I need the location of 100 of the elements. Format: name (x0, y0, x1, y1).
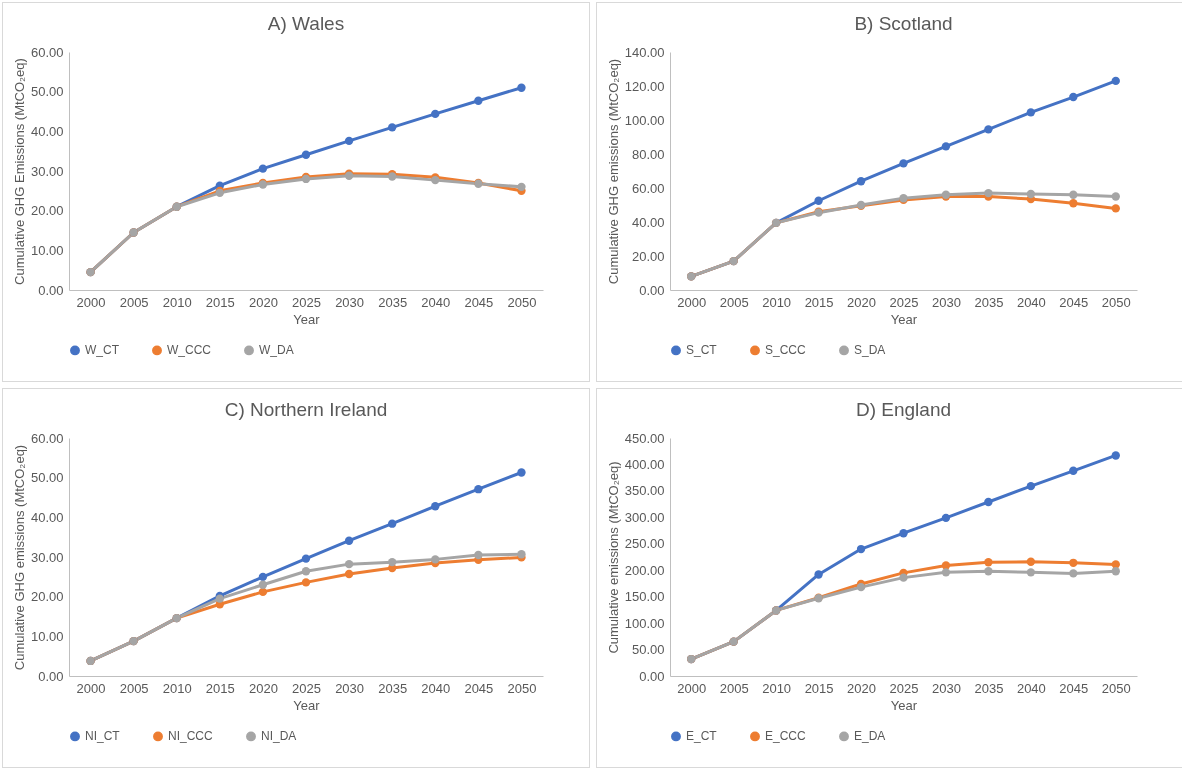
point (1069, 558, 1078, 567)
point (1026, 568, 1036, 577)
x-tick-label: 2015 (205, 294, 235, 310)
x-tick-label: 2020 (847, 294, 877, 310)
x-tick-label: 2030 (931, 680, 961, 696)
point (344, 569, 354, 579)
point (1111, 451, 1120, 460)
point (941, 513, 951, 523)
point (388, 557, 397, 567)
x-tick-label: 2005 (719, 294, 749, 310)
y-tick-label: 20.00 (30, 203, 64, 219)
y-tick-label: 20.00 (30, 589, 64, 605)
point (984, 125, 993, 134)
chart-title: B) Scotland (854, 13, 953, 34)
y-tick-label: 10.00 (30, 242, 64, 258)
point (856, 177, 866, 186)
chart-title: C) Northern Ireland (224, 399, 388, 420)
point (431, 109, 440, 119)
y-tick-label: 0.00 (38, 668, 64, 684)
x-tick-label: 2010 (162, 680, 192, 696)
x-tick-label: 2035 (378, 680, 408, 696)
x-axis-title: Year (890, 311, 918, 327)
point (301, 150, 311, 159)
y-axis-title: Cumulative GHG Emissions (MtCO₂eq) (11, 58, 27, 285)
point (984, 558, 993, 567)
point (1069, 569, 1078, 578)
legend-label: NI_CCC (168, 729, 214, 744)
point (984, 567, 993, 576)
y-tick-label: 0.00 (38, 282, 64, 298)
legend-label: W_CT (85, 343, 120, 358)
x-tick-label: 2025 (292, 680, 321, 696)
x-tick-label: 2045 (464, 294, 494, 310)
y-tick-label: 50.00 (30, 84, 64, 100)
point (474, 96, 483, 105)
x-tick-label: 2030 (335, 680, 365, 696)
point (984, 497, 993, 507)
point (517, 83, 526, 92)
point (1111, 204, 1120, 213)
y-tick-label: 40.00 (30, 509, 64, 525)
x-tick-label: 2000 (677, 294, 707, 310)
x-tick-label: 2020 (847, 680, 877, 696)
point (856, 544, 866, 554)
x-tick-label: 2015 (804, 680, 834, 696)
point (899, 159, 908, 168)
x-tick-label: 2005 (119, 294, 149, 310)
x-tick-label: 2030 (335, 294, 365, 310)
x-tick-label: 2050 (507, 680, 537, 696)
point (258, 580, 268, 589)
y-tick-label: 100.00 (624, 112, 665, 128)
y-axis-title: Cumulative GHG emissions (MtCO₂eq) (605, 58, 621, 285)
point (1111, 192, 1120, 201)
legend-label: W_CCC (167, 343, 212, 358)
y-tick-label: 200.00 (624, 562, 665, 578)
x-tick-label: 2005 (719, 680, 749, 696)
x-tick-label: 2015 (804, 294, 834, 310)
x-tick-label: 2000 (677, 680, 707, 696)
y-tick-label: 350.00 (624, 483, 665, 499)
chart-title: A) Wales (267, 13, 345, 34)
legend-label: E_DA (854, 729, 886, 744)
point (517, 182, 526, 192)
x-tick-label: 2045 (464, 680, 494, 696)
x-tick-label: 2000 (76, 680, 106, 696)
chart-title: D) England (855, 399, 952, 420)
y-tick-label: 30.00 (30, 549, 64, 565)
x-tick-label: 2010 (762, 294, 792, 310)
x-tick-label: 2000 (76, 294, 106, 310)
x-tick-label: 2020 (248, 294, 278, 310)
point (344, 559, 354, 569)
point (431, 502, 440, 511)
x-tick-label: 2050 (1101, 294, 1131, 310)
point (258, 572, 268, 582)
point (474, 485, 483, 494)
point (1026, 557, 1036, 566)
y-tick-label: 400.00 (624, 456, 665, 472)
x-axis-title: Year (293, 697, 321, 713)
legend-label: S_DA (854, 343, 886, 358)
x-tick-label: 2040 (1016, 294, 1046, 310)
point (474, 550, 483, 560)
point (984, 188, 993, 198)
x-tick-label: 2025 (292, 294, 321, 310)
point (258, 164, 268, 173)
y-tick-label: 50.00 (30, 470, 64, 486)
y-tick-label: 40.00 (631, 214, 665, 230)
point (1069, 92, 1078, 102)
y-tick-label: 450.00 (624, 430, 665, 446)
x-tick-label: 2010 (162, 294, 192, 310)
y-tick-label: 140.00 (624, 44, 665, 60)
point (941, 142, 951, 151)
point (344, 536, 354, 545)
x-tick-label: 2040 (421, 294, 451, 310)
y-tick-label: 60.00 (30, 430, 64, 446)
point (1111, 76, 1120, 86)
y-tick-label: 120.00 (624, 78, 665, 94)
point (1111, 567, 1120, 576)
point (1069, 466, 1078, 475)
point (301, 578, 311, 587)
x-axis-title: Year (293, 311, 321, 327)
point (344, 136, 354, 146)
x-tick-label: 2050 (1101, 680, 1131, 696)
x-tick-label: 2020 (248, 680, 278, 696)
